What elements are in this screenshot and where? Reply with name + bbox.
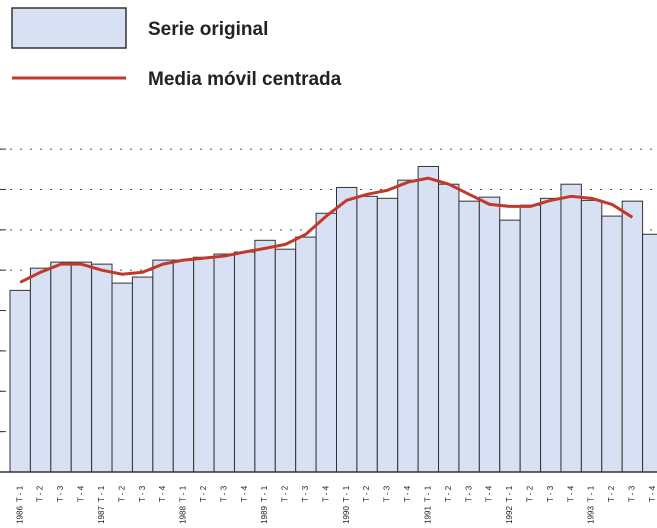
x-year-label: 1992: [505, 506, 514, 524]
bar: [213, 253, 235, 473]
bar: [50, 261, 72, 473]
x-tick-label: T - 2: [444, 485, 453, 502]
bar: [519, 204, 542, 473]
x-tick-label: T - 3: [56, 485, 65, 502]
bar: [111, 282, 133, 473]
x-year-label: 1988: [179, 506, 188, 524]
x-year-label: 1986: [15, 506, 24, 524]
x-tick-label: T - 4: [77, 485, 86, 502]
x-tick-label: T - 4: [321, 485, 330, 502]
x-year-label: 1991: [423, 506, 432, 524]
x-tick-label: T - 4: [485, 485, 494, 502]
x-tick-label: T - 3: [628, 485, 637, 502]
x-tick-label: T - 4: [648, 485, 657, 502]
x-tick-label: T - 3: [546, 485, 555, 502]
bar: [397, 179, 419, 473]
bar: [131, 276, 154, 473]
x-tick-label: T - 2: [199, 485, 208, 502]
bar: [193, 256, 215, 473]
bar: [70, 261, 93, 473]
x-tick-label: T - 3: [219, 485, 228, 502]
bar: [458, 200, 480, 473]
bar: [254, 239, 276, 473]
bar: [376, 197, 399, 473]
bar: [642, 233, 657, 473]
bar: [540, 197, 562, 473]
bar: [417, 165, 440, 473]
x-tick-label: T - 1: [505, 485, 514, 502]
legend-label: Serie original: [148, 19, 268, 40]
bar: [91, 263, 113, 473]
x-tick-label: T - 4: [158, 485, 167, 502]
bar: [29, 267, 52, 473]
bar: [172, 259, 195, 473]
x-tick-label: T - 1: [587, 485, 596, 502]
bar: [621, 200, 644, 473]
bar: [152, 259, 174, 473]
bar: [274, 248, 297, 473]
bar: [295, 236, 317, 473]
x-tick-label: T - 2: [607, 485, 616, 502]
x-year-label: 1993: [587, 506, 596, 524]
x-year-label: 1987: [97, 506, 106, 524]
bar: [356, 195, 378, 473]
x-tick-label: T - 2: [362, 485, 371, 502]
x-tick-label: T - 3: [301, 485, 310, 502]
legend-label: Media móvil centrada: [148, 69, 342, 90]
x-year-label: 1990: [342, 506, 351, 524]
bar: [438, 183, 460, 473]
bar: [315, 212, 337, 473]
x-tick-label: T - 4: [566, 485, 575, 502]
x-year-label: 1989: [260, 506, 269, 524]
bar: [580, 199, 603, 473]
x-tick-label: T - 4: [240, 485, 249, 502]
bar: [233, 251, 256, 473]
x-tick-label: T - 2: [525, 485, 534, 502]
x-tick-label: T - 1: [423, 485, 432, 502]
bar: [336, 186, 358, 473]
bar: [9, 289, 31, 473]
x-tick-label: T - 3: [138, 485, 147, 502]
x-tick-label: T - 1: [179, 485, 188, 502]
x-tick-label: T - 1: [15, 485, 24, 502]
legend-swatch-bar: [11, 7, 127, 49]
bar: [499, 219, 521, 473]
x-tick-label: T - 4: [403, 485, 412, 502]
x-tick-label: T - 1: [342, 485, 351, 502]
x-tick-label: T - 2: [281, 485, 290, 502]
x-tick-label: T - 2: [117, 485, 126, 502]
bar: [478, 196, 501, 473]
x-tick-label: T - 1: [97, 485, 106, 502]
bar: [560, 183, 582, 473]
x-tick-label: T - 3: [383, 485, 392, 502]
bar: [601, 215, 623, 473]
x-tick-label: T - 2: [36, 485, 45, 502]
moving-average-line: [19, 176, 634, 284]
x-tick-label: T - 3: [464, 485, 473, 502]
x-tick-label: T - 1: [260, 485, 269, 502]
